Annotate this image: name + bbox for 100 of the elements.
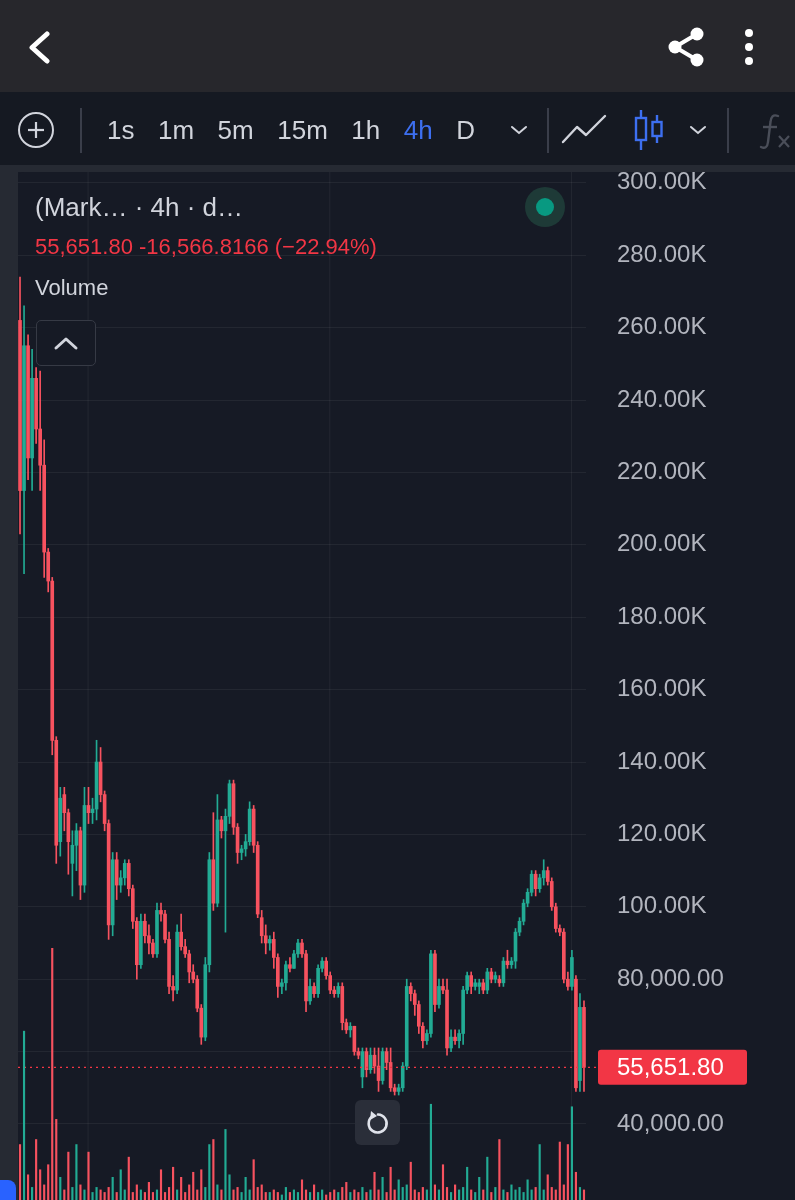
bar: [35, 1139, 38, 1200]
ref-line-label: 55,651.80: [617, 1052, 724, 1080]
bar: [276, 1192, 279, 1200]
text: 5m: [217, 114, 254, 147]
bar: [534, 1187, 537, 1200]
bar: [256, 1187, 259, 1200]
text: 1m: [157, 114, 195, 147]
bar: [131, 1192, 134, 1200]
bar: [272, 1189, 275, 1200]
bar: [155, 1189, 159, 1200]
bar: [51, 948, 54, 1200]
text: 1s: [107, 114, 135, 147]
bar: [361, 1187, 364, 1200]
annotation: Volume: [35, 274, 109, 302]
bar: [570, 1106, 573, 1200]
bar: [176, 1189, 179, 1200]
bar: [43, 1184, 46, 1200]
bar: [95, 1187, 98, 1200]
text: 1h: [351, 114, 381, 147]
bar: [554, 1189, 557, 1200]
bar: [244, 1176, 247, 1200]
bar: [200, 1169, 203, 1200]
bar: [79, 1184, 82, 1200]
bar: [119, 1169, 122, 1200]
bar: [425, 1189, 428, 1200]
bar: [449, 1192, 453, 1200]
bar: [385, 1192, 388, 1200]
bar: [510, 1184, 513, 1200]
y-tick-label: 40,000.00: [617, 1108, 724, 1136]
bar: [115, 1192, 118, 1200]
bar: [111, 1176, 114, 1200]
bar: [337, 1192, 340, 1200]
bar: [506, 1192, 509, 1200]
bar: [345, 1182, 348, 1200]
text: 15m: [277, 114, 328, 147]
bar: [264, 1192, 267, 1200]
bar: [462, 1187, 465, 1200]
bar: [127, 1156, 130, 1200]
bar: [232, 1189, 235, 1200]
bar: [373, 1171, 376, 1200]
bar: [143, 1192, 146, 1200]
y-tick-label: 280.00K: [617, 239, 707, 267]
bar: [357, 1192, 360, 1200]
bar: [445, 1187, 449, 1200]
y-tick-label: 300.00K: [617, 167, 707, 195]
y-tick-label: 100.00K: [617, 891, 707, 919]
text: 4h: [403, 114, 433, 147]
bar: [123, 1189, 126, 1200]
bar: [75, 1144, 78, 1200]
bar: [470, 1189, 473, 1200]
y-tick-label: 120.00K: [617, 819, 707, 847]
bar: [490, 1192, 493, 1200]
bar: [369, 1189, 372, 1200]
bar: [333, 1189, 336, 1200]
bar: [208, 1144, 211, 1200]
bar: [365, 1192, 368, 1200]
bar: [417, 1192, 420, 1200]
bar: [530, 1189, 533, 1200]
bar: [296, 1192, 300, 1200]
bar: [18, 1144, 22, 1200]
bar: [562, 1184, 565, 1200]
bar: [397, 1179, 400, 1200]
bar: [494, 1187, 497, 1200]
bar: [204, 1187, 207, 1200]
bar: [478, 1176, 481, 1200]
candlestick: [267, 935, 272, 951]
bar: [240, 1192, 243, 1200]
bar: [31, 1187, 34, 1200]
bar: [216, 1184, 219, 1200]
bar: [292, 1189, 296, 1200]
bar: [409, 1161, 412, 1200]
bar: [163, 1192, 167, 1200]
bar: [466, 1166, 469, 1200]
bar: [433, 1184, 437, 1200]
y-tick-label: 240.00K: [617, 384, 707, 412]
bar: [550, 1187, 553, 1200]
bar: [71, 1187, 74, 1200]
bar: [22, 1030, 26, 1200]
bar: [421, 1187, 424, 1200]
bar: [172, 1166, 175, 1200]
bar: [39, 1169, 42, 1200]
bar: [401, 1187, 404, 1200]
bar: [389, 1166, 392, 1200]
bar: [63, 1189, 66, 1200]
bar: [288, 1192, 291, 1200]
bar: [514, 1189, 517, 1200]
bar: [542, 1189, 545, 1200]
y-tick-label: 220.00K: [617, 457, 707, 485]
bar: [498, 1139, 501, 1200]
bar: [558, 1141, 561, 1200]
bar: [47, 1164, 50, 1200]
bar: [180, 1176, 183, 1200]
bar: [87, 1151, 90, 1200]
bar: [99, 1189, 102, 1200]
bar: [107, 1187, 110, 1200]
bar: [321, 1189, 324, 1200]
bar: [103, 1192, 106, 1200]
text: 55,651.80 -16,566.8166 (−22.94%): [35, 233, 377, 261]
bar: [518, 1187, 521, 1200]
bar: [429, 1103, 432, 1200]
